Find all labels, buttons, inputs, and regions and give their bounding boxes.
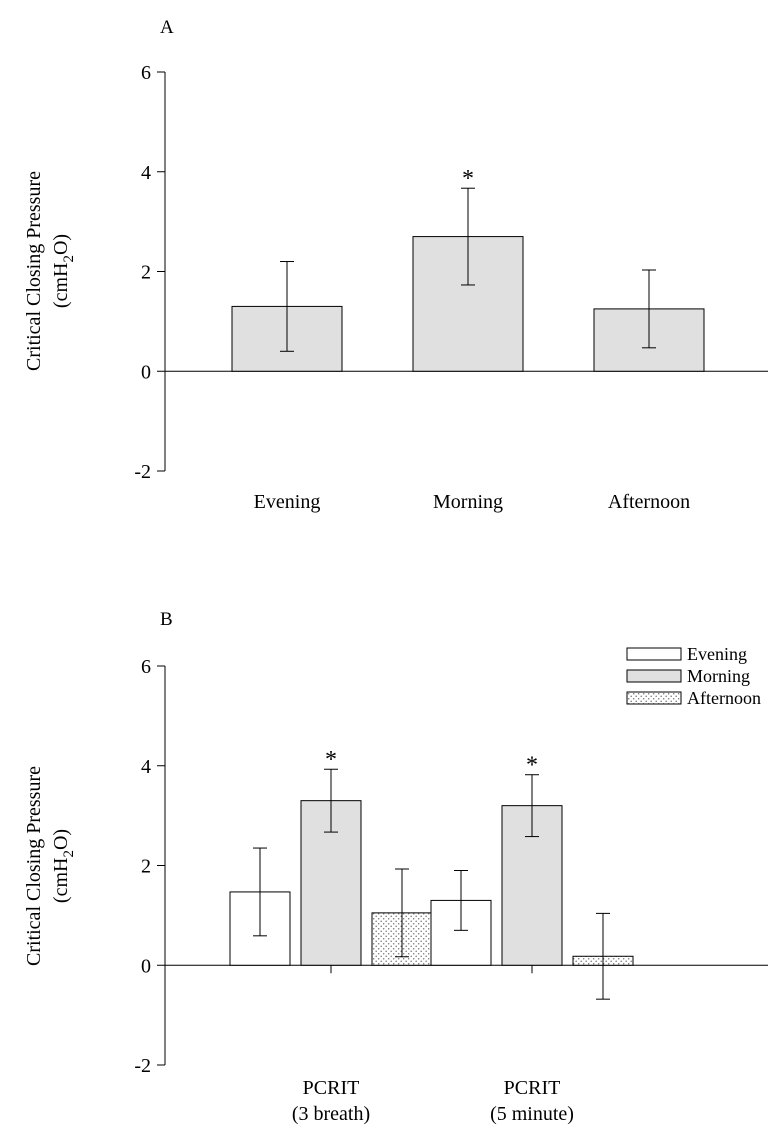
y-axis-label: Critical Closing Pressure (cmH2O): [23, 171, 77, 371]
y-tick-label: 2: [141, 262, 151, 284]
legend-label-morning: Morning: [687, 666, 750, 686]
y-axis-label-line2: (cmH: [50, 858, 72, 904]
y-tick-label: -2: [134, 1055, 151, 1077]
x-category-label-line2: (5 minute): [490, 1103, 574, 1125]
legend-swatch-morning: [626, 669, 682, 683]
x-category-label-line2: (3 breath): [292, 1103, 370, 1125]
x-category-label: Evening: [254, 491, 321, 513]
x-category-label: Afternoon: [608, 491, 690, 513]
y-axis-label-line1: Critical Closing Pressure: [23, 171, 45, 371]
y-tick-label: 4: [141, 756, 151, 778]
legend-label-evening: Evening: [687, 644, 747, 664]
legend-swatch-evening: [626, 647, 682, 661]
x-category-label-line1: PCRIT: [504, 1077, 561, 1099]
y-tick-label: 0: [141, 955, 151, 977]
legend-label-afternoon: Afternoon: [687, 688, 761, 708]
y-tick-label: 4: [141, 162, 151, 184]
significance-marker: *: [325, 747, 337, 773]
y-axis-label-line2-end: O): [50, 234, 72, 255]
y-tick-label: 6: [141, 62, 151, 84]
x-category-label-line1: PCRIT: [303, 1077, 360, 1099]
y-tick-label: -2: [134, 461, 151, 483]
y-tick-label: 2: [141, 856, 151, 878]
y-axis-label: Critical Closing Pressure (cmH2O): [23, 766, 77, 966]
significance-marker: *: [462, 166, 474, 192]
legend-swatch-afternoon: [626, 691, 682, 705]
panel-label-b: B: [160, 609, 173, 630]
y-axis-label-line2-end: O): [50, 829, 72, 850]
panel-label-a: A: [160, 17, 174, 38]
y-axis-label-line2: (cmH: [50, 263, 72, 309]
significance-marker: *: [526, 753, 538, 779]
x-category-label: Morning: [433, 491, 503, 513]
y-axis-label-subscript: 2: [61, 255, 77, 263]
y-tick-label: 0: [141, 361, 151, 383]
y-tick-label: 6: [141, 656, 151, 678]
y-axis-label-line1: Critical Closing Pressure: [23, 766, 45, 966]
y-axis-label-subscript: 2: [61, 850, 77, 858]
